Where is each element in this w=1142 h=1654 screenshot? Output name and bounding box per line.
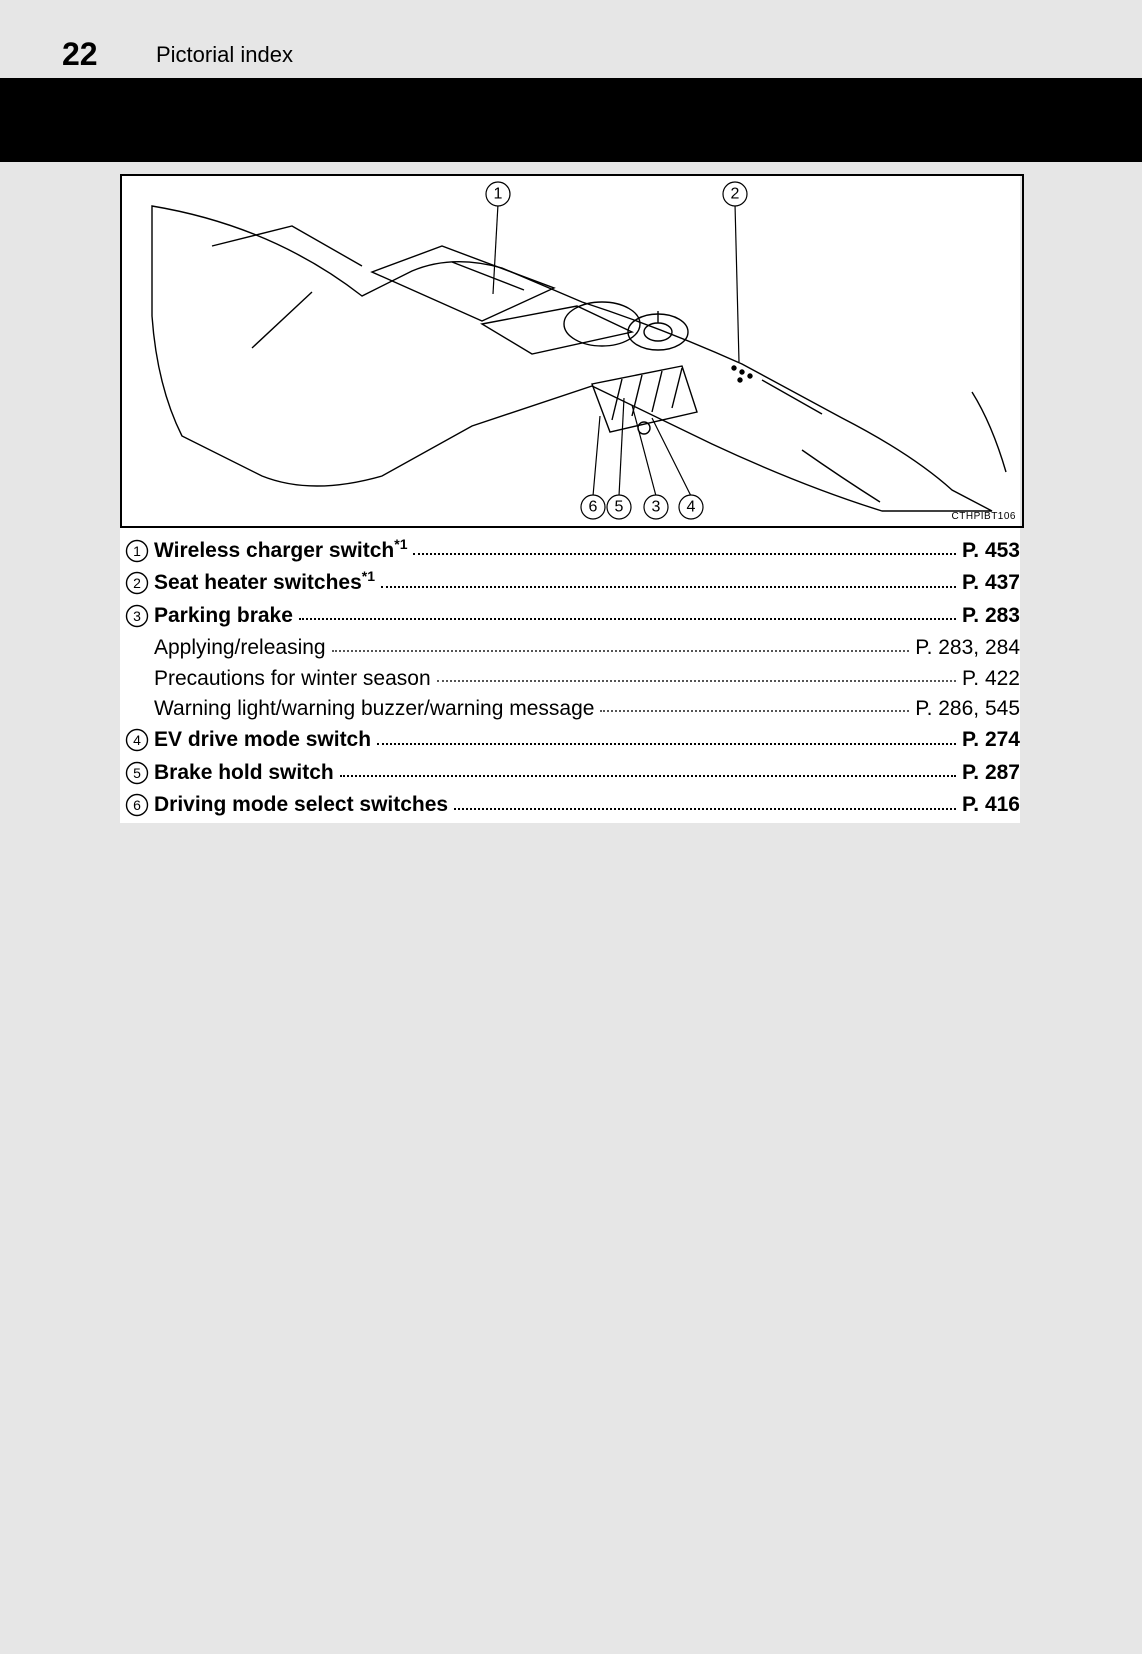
footnote-superscript: *1 xyxy=(394,534,407,554)
index-subitem: Precautions for winter season P. 422 xyxy=(120,664,1020,693)
index-marker-6: 6 xyxy=(120,790,154,820)
page-header: 22 Pictorial index xyxy=(0,0,1142,160)
callout-number-3: 3 xyxy=(652,499,661,516)
page-reference: P. 274 xyxy=(962,725,1020,755)
index-marker-5: 5 xyxy=(120,758,154,788)
index-item-6: 6 Driving mode select switches P. 416 xyxy=(120,790,1020,820)
svg-text:2: 2 xyxy=(133,575,141,591)
page-reference: P. 453 xyxy=(962,536,1020,566)
callout-number-5: 5 xyxy=(615,499,624,516)
svg-text:1: 1 xyxy=(133,543,141,559)
index-label: Parking brake xyxy=(154,601,293,631)
index-body: Brake hold switch P. 287 xyxy=(154,758,1020,788)
leader-dots xyxy=(332,650,910,652)
index-marker-1: 1 xyxy=(120,536,154,566)
page-number: 22 xyxy=(62,36,98,73)
center-console-diagram: 1 2 65 3 4 CTHPIBT106 xyxy=(120,174,1024,528)
page: 22 Pictorial index xyxy=(0,0,1142,1654)
page-reference: P. 283 xyxy=(962,601,1020,631)
page-reference: P. 437 xyxy=(962,568,1020,598)
console-illustration: 1 2 65 3 4 xyxy=(122,176,1022,526)
index-body: Wireless charger switch*1 P. 453 xyxy=(154,536,1020,566)
svg-text:4: 4 xyxy=(133,732,141,748)
sub-label: Warning light/warning buzzer/warning mes… xyxy=(154,694,594,723)
index-label: Driving mode select switches xyxy=(154,790,448,820)
svg-text:6: 6 xyxy=(133,797,141,813)
index-label: EV drive mode switch xyxy=(154,725,371,755)
page-reference: P. 416 xyxy=(962,790,1020,820)
page-content: 126534 CTHPIBT106 1Wireless charger swit… xyxy=(120,174,1020,823)
index-body: Seat heater switches*1 P. 437 xyxy=(154,568,1020,598)
svg-text:5: 5 xyxy=(133,765,141,781)
leader-dots xyxy=(377,743,956,745)
sub-label: Applying/releasing xyxy=(154,633,326,662)
index-item-4: 4 EV drive mode switch P. 274 xyxy=(120,725,1020,755)
index-label: Wireless charger switch xyxy=(154,536,394,566)
index-body: EV drive mode switch P. 274 xyxy=(154,725,1020,755)
leader-dots xyxy=(454,808,956,810)
sub-label: Precautions for winter season xyxy=(154,664,431,693)
index-marker-3: 3 xyxy=(120,601,154,631)
callout-number-6: 6 xyxy=(589,499,598,516)
leader-dots xyxy=(299,618,956,620)
leader-dots xyxy=(381,586,956,588)
index-subitem: Warning light/warning buzzer/warning mes… xyxy=(120,694,1020,723)
leader-dots xyxy=(437,680,956,682)
index-body: Driving mode select switches P. 416 xyxy=(154,790,1020,820)
index-label: Seat heater switches xyxy=(154,568,362,598)
index-item-2: 2 Seat heater switches*1 P. 437 xyxy=(120,568,1020,598)
leader-dots xyxy=(340,775,956,777)
leader-dots xyxy=(413,553,956,555)
index-label: Brake hold switch xyxy=(154,758,334,788)
figure-code: CTHPIBT106 xyxy=(952,511,1016,522)
index-marker-2: 2 xyxy=(120,568,154,598)
page-reference: P. 286, 545 xyxy=(915,694,1020,723)
index-item-1: 1 Wireless charger switch*1 P. 453 xyxy=(120,536,1020,566)
callout-number-4: 4 xyxy=(687,499,696,516)
index-subitem: Applying/releasing P. 283, 284 xyxy=(120,633,1020,662)
page-reference: P. 287 xyxy=(962,758,1020,788)
callout-number-2: 2 xyxy=(731,186,740,203)
page-reference: P. 422 xyxy=(962,664,1020,693)
index-item-3: 3 Parking brake P. 283 xyxy=(120,601,1020,631)
index-item-5: 5 Brake hold switch P. 287 xyxy=(120,758,1020,788)
index-marker-4: 4 xyxy=(120,725,154,755)
leader-dots xyxy=(600,710,909,712)
page-reference: P. 283, 284 xyxy=(915,633,1020,662)
footnote-superscript: *1 xyxy=(362,566,375,586)
callout-index-list: 1 Wireless charger switch*1 P. 453 2 Seat he… xyxy=(120,528,1020,821)
callout-number-1: 1 xyxy=(494,186,503,203)
header-black-bar xyxy=(0,78,1142,162)
index-body: Parking brake P. 283 xyxy=(154,601,1020,631)
section-title: Pictorial index xyxy=(156,42,293,68)
svg-text:3: 3 xyxy=(133,608,141,624)
